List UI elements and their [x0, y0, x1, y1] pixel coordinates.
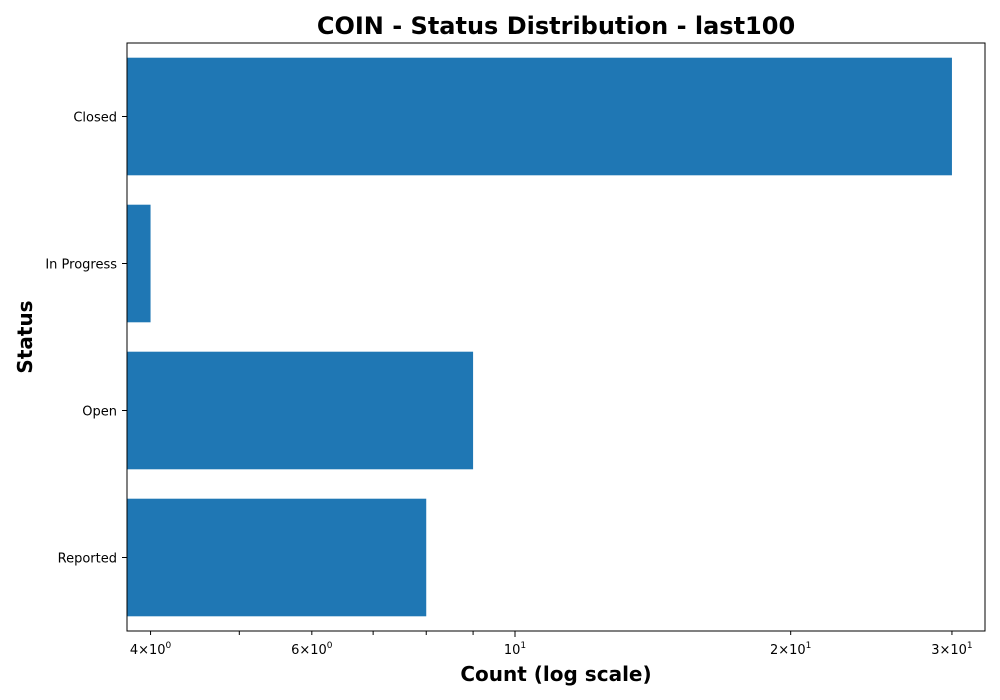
bar-reported: [127, 498, 427, 617]
y-tick-label: Closed: [73, 111, 117, 126]
y-tick-label: Reported: [58, 552, 117, 567]
bar-in-progress: [127, 204, 151, 323]
y-axis-ticks: Closed In Progress Open Reported: [45, 111, 127, 567]
x-tick-label: 101: [504, 641, 526, 658]
x-axis-ticks: 101 4×100 6×100 2×101 3×101: [130, 631, 973, 658]
y-axis-label: Status: [13, 300, 37, 373]
bar-open: [127, 351, 474, 470]
x-tick-label: 4×100: [130, 641, 172, 658]
x-axis-label: Count (log scale): [460, 662, 651, 686]
chart-title: COIN - Status Distribution - last100: [317, 12, 795, 40]
x-tick-label: 6×100: [291, 641, 333, 658]
plot-frame: [126, 42, 986, 632]
x-tick-label: 2×101: [770, 641, 811, 658]
y-tick-label: Open: [82, 405, 117, 420]
x-tick-label: 3×101: [931, 641, 972, 658]
y-tick-label: In Progress: [45, 258, 117, 273]
bar-closed: [127, 57, 952, 176]
bars-group: [127, 57, 952, 617]
